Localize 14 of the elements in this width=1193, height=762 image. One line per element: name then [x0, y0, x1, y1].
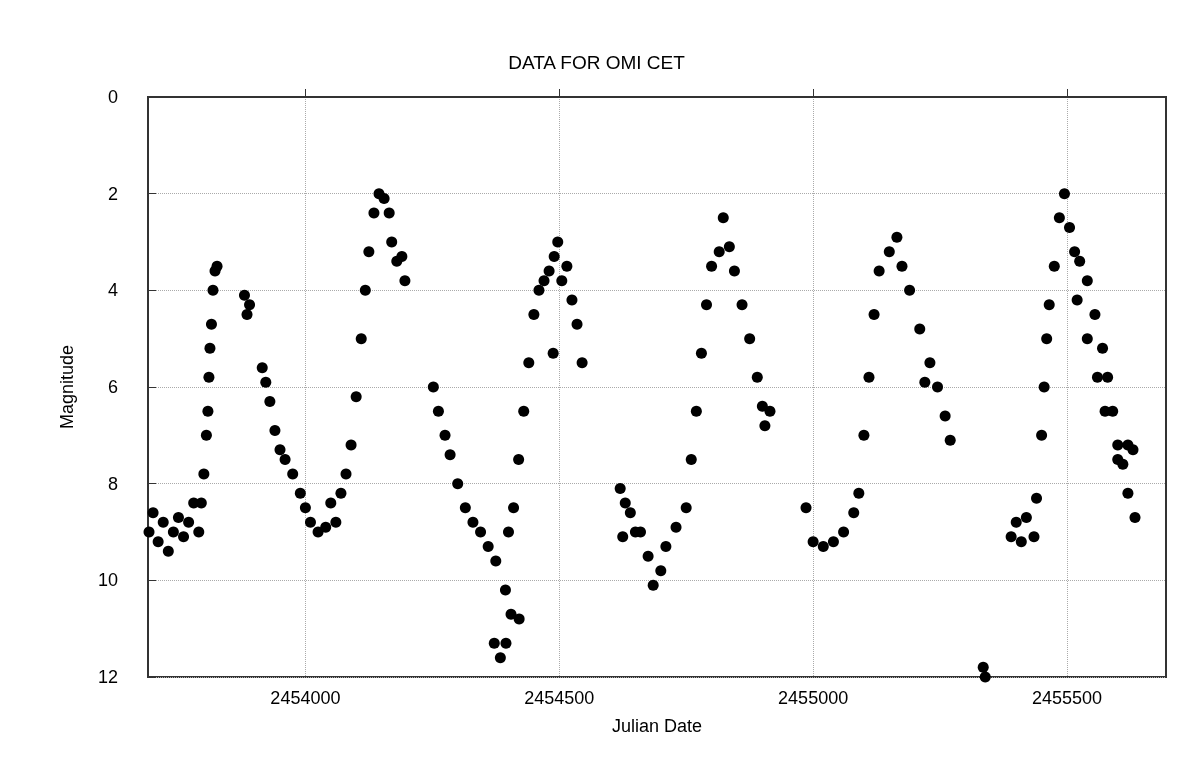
x-tick-label: 2455000	[778, 688, 849, 708]
y-tick-label: 8	[107, 473, 118, 494]
y-tick-label: 10	[97, 570, 118, 591]
y-tick-label: 0	[107, 87, 118, 107]
y-tick-label: 12	[97, 667, 118, 687]
x-tick-label: 2454000	[270, 688, 341, 708]
x-tick-label: 2455500	[1031, 688, 1103, 708]
y-axis-title: Magnitude	[57, 344, 77, 430]
y-tick-label: 2	[107, 183, 118, 204]
y-tick-label: 6	[107, 377, 118, 397]
chart-title: DATA FOR OMI CET	[508, 52, 686, 73]
x-axis-title: Julian Date	[611, 716, 703, 736]
x-tick-label: 2454500	[524, 688, 595, 708]
y-tick-label: 4	[107, 280, 118, 301]
